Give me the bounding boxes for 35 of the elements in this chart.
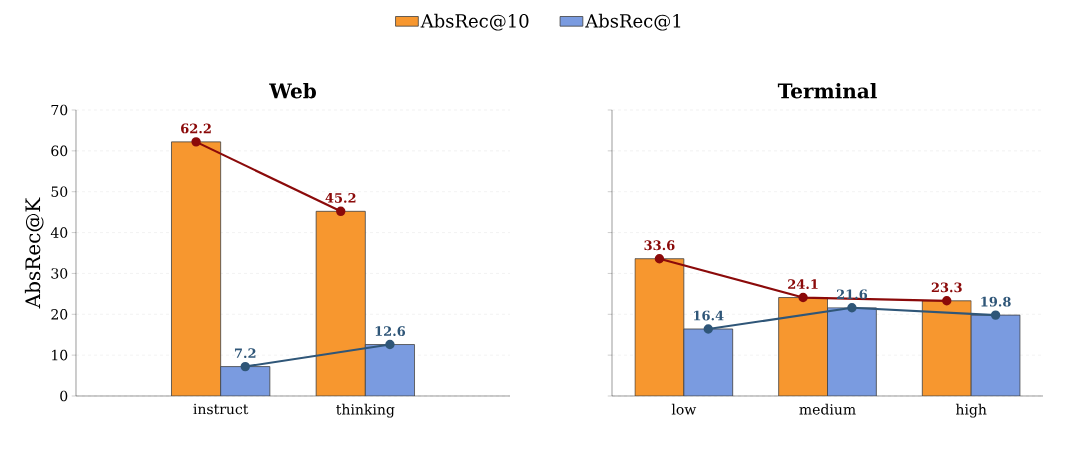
bar: [315, 210, 366, 396]
data-label: 62.2: [181, 123, 211, 134]
data-label: 19.8: [981, 296, 1011, 307]
data-label: 24.1: [788, 279, 818, 290]
x-tick-label: instruct: [193, 403, 249, 415]
y-tick-label: 40: [50, 227, 68, 238]
data-label: 23.3: [931, 282, 962, 293]
bar: [683, 328, 734, 396]
y-tick-label: 20: [51, 308, 68, 320]
y-axis-title: AbsRec@K: [24, 197, 44, 309]
y-tick-label: 10: [52, 349, 68, 361]
y-tick-label: 30: [51, 268, 68, 279]
legend-label: AbsRec@10: [420, 13, 529, 31]
bar: [364, 344, 415, 396]
y-tick-label: 60: [51, 145, 68, 157]
x-tick-label: medium: [799, 403, 856, 415]
bar: [970, 314, 1021, 396]
x-tick-label: low: [671, 403, 697, 415]
x-tick-label: high: [955, 403, 987, 418]
chart-title: Web: [269, 82, 316, 99]
data-label: 33.6: [644, 240, 675, 251]
chart-title: Terminal: [777, 82, 877, 99]
data-label: 12.6: [375, 326, 406, 336]
bar: [827, 307, 877, 396]
y-tick-label: 0: [60, 390, 68, 402]
data-label: 7.2: [234, 348, 256, 359]
x-tick-label: thinking: [336, 403, 395, 418]
bar: [220, 366, 271, 396]
bar: [171, 141, 222, 396]
data-label: 45.2: [325, 192, 356, 203]
data-label: 16.4: [694, 310, 724, 321]
y-tick-label: 50: [51, 186, 68, 198]
data-label: 21.6: [836, 289, 868, 300]
legend-label: AbsRec@1: [585, 13, 681, 31]
y-tick-label: 70: [51, 104, 68, 116]
